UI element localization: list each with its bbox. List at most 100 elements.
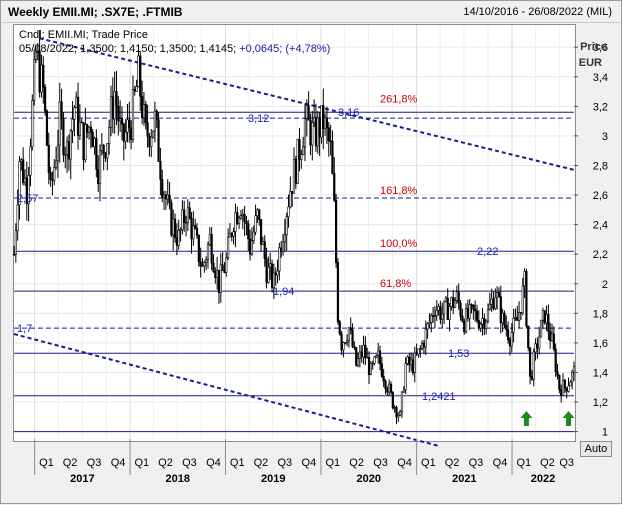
candle-body	[331, 140, 334, 174]
candle-body	[402, 389, 405, 393]
quarter-label: Q1	[325, 457, 340, 469]
candle-body	[184, 222, 188, 224]
candle-body	[411, 359, 415, 374]
candle-body	[12, 253, 16, 256]
year-label: 2018	[166, 473, 190, 485]
candle-body	[195, 227, 199, 236]
y-tick-label: 1	[602, 427, 608, 439]
candle-body	[54, 160, 58, 168]
candle-body	[78, 121, 81, 136]
candle-body	[477, 320, 480, 329]
candle-body	[393, 407, 396, 409]
candle-body	[259, 219, 263, 245]
candle-body	[42, 64, 45, 88]
candle-body	[248, 238, 252, 255]
candle-body	[499, 296, 502, 324]
level-value-label: 3,12	[248, 113, 269, 125]
candle-body	[347, 327, 351, 342]
candle-body	[463, 320, 466, 333]
candle-body	[131, 88, 135, 140]
y-tick-label: 3,6	[593, 42, 608, 54]
candle-body	[373, 356, 376, 364]
candle-body	[474, 308, 477, 312]
candle-body	[516, 317, 519, 321]
candle-body	[360, 351, 363, 358]
candle-body	[91, 131, 94, 148]
candle-body	[302, 146, 305, 155]
candle-body	[27, 175, 30, 204]
grid-lines	[14, 25, 574, 439]
candle-body	[87, 126, 91, 133]
candle-body	[130, 127, 133, 140]
candle-body	[208, 234, 211, 246]
candle-body	[285, 216, 288, 236]
candle-body	[455, 291, 458, 301]
candle-body	[65, 141, 69, 155]
candle-body	[23, 177, 27, 183]
candle-body	[446, 297, 449, 320]
quarter-label: Q4	[397, 457, 412, 469]
candle-body	[113, 91, 116, 120]
candle-body	[58, 101, 61, 146]
candle-body	[344, 342, 347, 344]
candle-body	[120, 118, 124, 125]
candle-body	[258, 209, 261, 220]
candle-body	[322, 105, 325, 130]
level-value-label: 1,7	[17, 323, 32, 335]
candle-body	[267, 266, 270, 283]
quote-info: Cndl; EMII.MI; Trade Price 05/08/2022; 1…	[19, 28, 330, 56]
candle-body	[291, 190, 294, 194]
candle-body	[313, 116, 316, 123]
candle-body	[400, 391, 404, 412]
candle-body	[44, 86, 47, 112]
candle-body	[203, 262, 206, 267]
candle-body	[349, 327, 352, 331]
candle-body	[161, 179, 164, 198]
candle-body	[142, 103, 146, 118]
candle-body	[410, 359, 413, 366]
candle-body	[194, 225, 197, 229]
candle-body	[329, 140, 332, 142]
candle-body	[270, 263, 274, 288]
candle-body	[550, 333, 554, 342]
candle-body	[305, 105, 308, 119]
auto-scale-button[interactable]: Auto	[580, 441, 612, 457]
candle-body	[276, 270, 279, 276]
candle-body	[538, 336, 541, 349]
candle-body	[464, 308, 468, 333]
candle-body	[558, 374, 561, 390]
candle-body	[122, 123, 125, 142]
candle-body	[148, 135, 151, 148]
candle-body	[552, 333, 555, 350]
candle-body	[201, 265, 204, 267]
candle-body	[426, 323, 429, 330]
candle-body	[237, 217, 241, 224]
quarter-label: Q3	[182, 457, 197, 469]
candle-body	[505, 325, 508, 331]
candle-body	[133, 88, 136, 92]
candle-body	[399, 411, 402, 416]
candle-body	[324, 117, 327, 130]
candle-body	[486, 309, 490, 322]
candle-body	[300, 154, 303, 160]
level-value-label: 2,22	[477, 246, 498, 258]
candle-body	[256, 209, 259, 216]
candle-body	[391, 391, 394, 409]
candle-body	[214, 271, 217, 278]
quarter-label: Q2	[63, 457, 78, 469]
candle-body	[269, 263, 272, 268]
candle-body	[225, 257, 228, 273]
candle-body	[517, 312, 521, 321]
candle-body	[316, 117, 319, 147]
quarter-label: Q3	[559, 457, 574, 469]
y-tick-label: 2,2	[593, 249, 608, 261]
up-arrow-icon	[562, 411, 575, 426]
candle-body	[561, 379, 565, 396]
candle-body	[69, 130, 72, 160]
candle-body	[51, 178, 54, 181]
candle-body	[49, 172, 52, 180]
candle-body	[223, 270, 226, 273]
candle-body	[108, 126, 111, 145]
candle-body	[333, 173, 336, 201]
